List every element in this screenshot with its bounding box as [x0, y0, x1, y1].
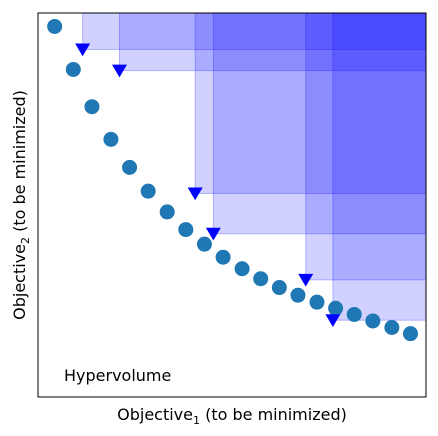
pareto-point — [159, 204, 175, 220]
x-axis-label-subscript: 1 — [193, 414, 200, 427]
pareto-point — [47, 18, 63, 34]
candidate-point — [75, 43, 91, 57]
candidate-point — [298, 273, 314, 287]
x-axis-label: Objective1 (to be minimized) — [117, 405, 347, 427]
pareto-point — [122, 159, 138, 175]
pareto-point — [140, 183, 156, 199]
pareto-point — [196, 236, 212, 252]
candidate-point — [111, 64, 127, 78]
y-axis-label-subscript: 2 — [19, 237, 32, 244]
pareto-point — [253, 271, 269, 287]
pareto-point — [328, 300, 344, 316]
candidate-point — [205, 227, 221, 241]
pareto-point — [384, 319, 400, 335]
y-axis-label-main: Objective — [10, 244, 29, 320]
pareto-point — [309, 294, 325, 310]
x-axis-label-main: Objective — [117, 405, 193, 424]
pareto-point — [234, 261, 250, 277]
axes-frame — [37, 12, 427, 398]
pareto-point — [402, 326, 418, 342]
hypervolume-region — [82, 12, 427, 321]
pareto-point — [84, 99, 100, 115]
hypervolume-box — [305, 12, 427, 281]
hypervolume-box — [118, 12, 427, 72]
candidate-point — [187, 187, 203, 201]
x-axis-label-suffix: (to be minimized) — [200, 405, 347, 424]
pareto-point — [215, 249, 231, 265]
hypervolume-annotation: Hypervolume — [64, 366, 171, 385]
pareto-point — [178, 222, 194, 238]
pareto-point — [271, 280, 287, 296]
pareto-point — [290, 287, 306, 303]
hypervolume-box — [332, 12, 427, 321]
hypervolume-box — [82, 12, 427, 50]
pareto-point — [103, 131, 119, 147]
pareto-point — [365, 313, 381, 329]
data-points — [47, 18, 418, 342]
pareto-point — [346, 306, 362, 322]
y-axis-label: Objective2 (to be minimized) — [10, 90, 32, 320]
hypervolume-box — [212, 12, 427, 235]
pareto-point — [65, 61, 81, 77]
candidate-point — [325, 314, 341, 327]
y-axis-label-suffix: (to be minimized) — [10, 90, 29, 237]
